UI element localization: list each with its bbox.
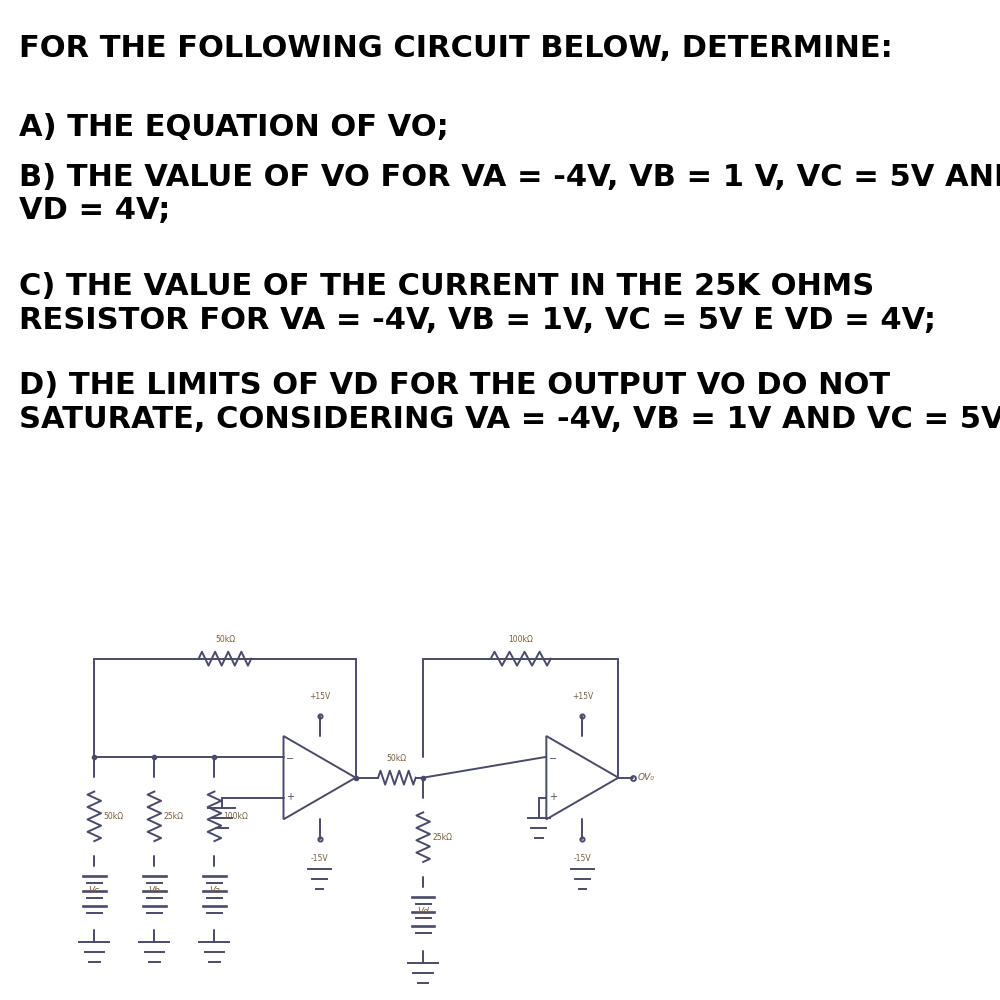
Text: FOR THE FOLLOWING CIRCUIT BELOW, DETERMINE:: FOR THE FOLLOWING CIRCUIT BELOW, DETERMI… (19, 34, 893, 63)
Text: −: − (286, 754, 294, 764)
Text: Vc: Vc (89, 886, 100, 895)
Text: 50kΩ: 50kΩ (387, 754, 407, 763)
Text: 100kΩ: 100kΩ (223, 812, 248, 821)
Text: 25kΩ: 25kΩ (163, 812, 183, 821)
Text: +: + (549, 792, 557, 802)
Text: -15V: -15V (574, 854, 591, 863)
Text: Vd: Vd (417, 907, 429, 916)
Text: 50kΩ: 50kΩ (215, 635, 235, 644)
Text: 100kΩ: 100kΩ (508, 635, 533, 644)
Text: Va: Va (209, 886, 220, 895)
Text: +: + (286, 792, 294, 802)
Text: D) THE LIMITS OF VD FOR THE OUTPUT VO DO NOT
SATURATE, CONSIDERING VA = -4V, VB : D) THE LIMITS OF VD FOR THE OUTPUT VO DO… (19, 371, 1000, 434)
Text: Vb: Vb (148, 886, 160, 895)
Text: −: − (549, 754, 557, 764)
Text: A) THE EQUATION OF VO;: A) THE EQUATION OF VO; (19, 113, 449, 142)
Text: -15V: -15V (311, 854, 328, 863)
Text: C) THE VALUE OF THE CURRENT IN THE 25K OHMS
RESISTOR FOR VA = -4V, VB = 1V, VC =: C) THE VALUE OF THE CURRENT IN THE 25K O… (19, 272, 936, 335)
Text: OV₀: OV₀ (637, 773, 654, 782)
Text: +15V: +15V (572, 692, 593, 701)
Text: +15V: +15V (309, 692, 330, 701)
Text: B) THE VALUE OF VO FOR VA = -4V, VB = 1 V, VC = 5V AND
VD = 4V;: B) THE VALUE OF VO FOR VA = -4V, VB = 1 … (19, 163, 1000, 225)
Text: 50kΩ: 50kΩ (103, 812, 123, 821)
Text: 25kΩ: 25kΩ (432, 833, 452, 842)
